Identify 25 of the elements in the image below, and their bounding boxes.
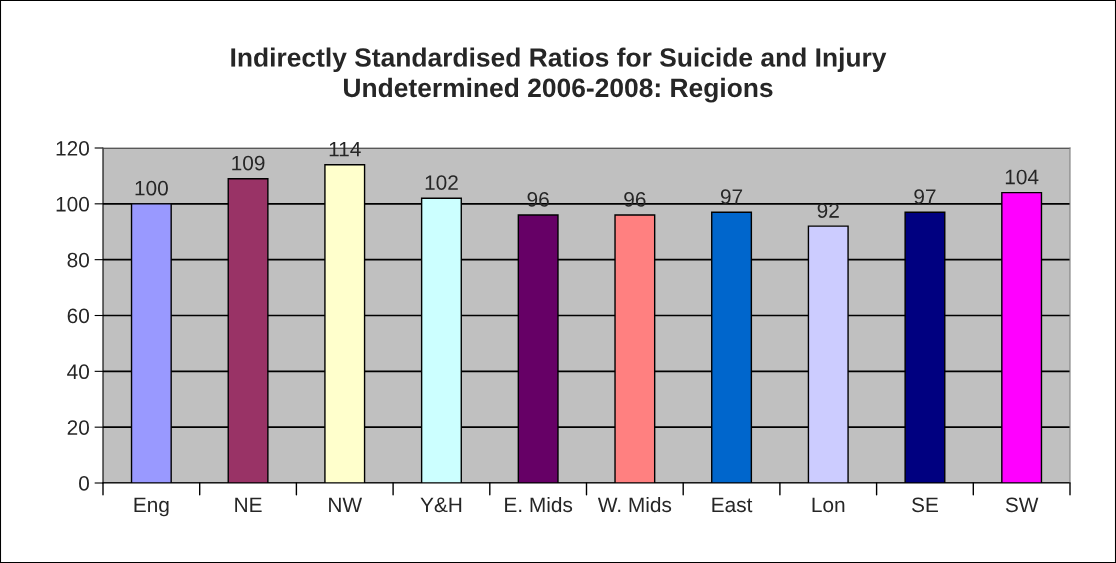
y-tick-label: 100 (56, 196, 89, 212)
data-label: 102 (425, 175, 458, 190)
x-tick-label: E. Mids (505, 496, 573, 513)
x-tick-label: SE (912, 497, 938, 513)
data-label: 109 (232, 155, 265, 171)
x-tick-label: Lon (812, 497, 845, 513)
data-label: 97 (914, 189, 936, 204)
y-tick-label: 60 (67, 308, 89, 324)
y-tick-label: 80 (67, 252, 89, 268)
x-tick-label: NE (235, 497, 262, 512)
data-label: 97 (720, 189, 743, 204)
x-tick-label: NW (329, 497, 363, 512)
data-label: 92 (817, 203, 839, 218)
x-tick-label: W. Mids (597, 496, 672, 513)
x-tick-label: SW (1005, 497, 1039, 513)
data-label: 100 (135, 180, 168, 196)
data-label: 104 (1005, 169, 1039, 185)
y-tick-label: 40 (67, 364, 89, 380)
x-tick-label: Eng (134, 497, 169, 517)
x-tick-label: East (712, 497, 753, 513)
y-tick-label: 0 (79, 476, 89, 491)
x-tick-label: Y&H (420, 497, 462, 513)
y-tick-label: 120 (56, 141, 89, 156)
y-tick-label: 20 (67, 420, 89, 435)
chart-title: Indirectly Standardised Ratios for Suicide and Injury Undetermined 2006-2008: Regions (231, 47, 887, 103)
